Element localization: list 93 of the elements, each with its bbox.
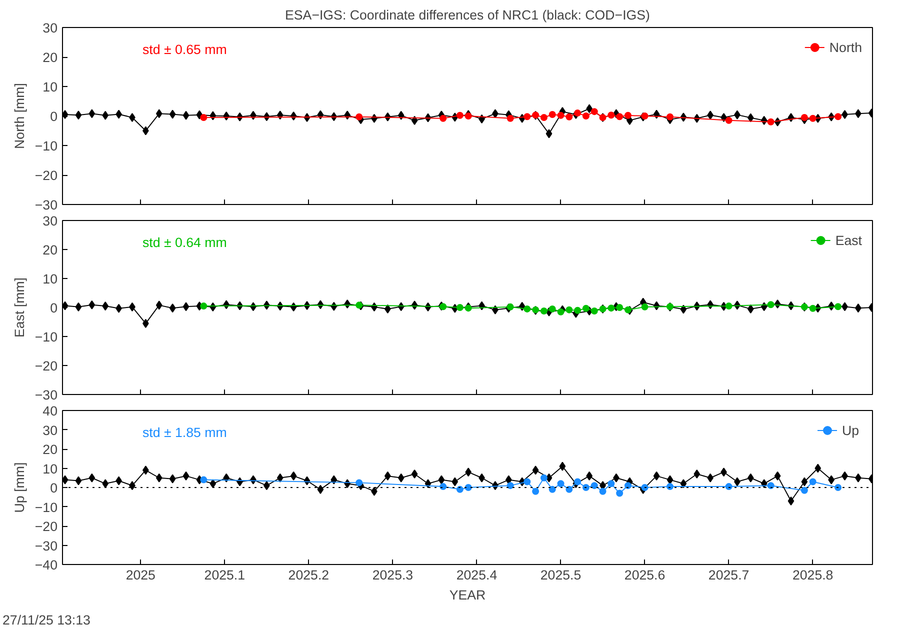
point <box>574 110 582 117</box>
y-tick-label: −10 <box>34 500 58 515</box>
point <box>548 486 556 493</box>
x-tick-label: 2025.5 <box>540 568 582 582</box>
point <box>524 478 531 486</box>
x-tick-label: 2025.4 <box>456 568 498 582</box>
point <box>616 490 624 497</box>
point <box>834 484 842 491</box>
annotation: std ± 0.64 mm <box>142 235 227 250</box>
point <box>834 113 842 120</box>
point <box>582 112 590 120</box>
point <box>356 113 363 120</box>
y-tick-label: 10 <box>42 461 58 476</box>
y-tick-label: −10 <box>34 138 58 154</box>
point <box>456 486 464 493</box>
legend-label: Up <box>842 422 860 438</box>
point <box>809 478 816 486</box>
y-tick-label: −10 <box>34 330 58 344</box>
point <box>574 478 582 486</box>
point <box>616 113 624 120</box>
point <box>599 488 606 495</box>
y-tick-label: −40 <box>34 558 58 572</box>
y-tick-label: −20 <box>34 519 58 534</box>
y-tick-label: 30 <box>42 20 58 36</box>
point <box>725 483 732 490</box>
point <box>590 108 598 116</box>
point <box>624 482 632 490</box>
point <box>440 114 447 122</box>
y-tick-label: 0 <box>50 109 58 124</box>
point <box>624 112 632 119</box>
point <box>666 113 674 120</box>
y-tick-label: 30 <box>42 214 58 228</box>
chart-title: ESA−IGS: Coordinate differences of NRC1 (black: COD−IGS) <box>285 8 650 22</box>
point <box>464 484 472 491</box>
point <box>540 474 548 482</box>
point <box>540 114 548 121</box>
y-tick-label: 10 <box>42 272 58 286</box>
x-tick-label: 2025.7 <box>708 568 750 582</box>
point <box>800 486 808 494</box>
y-tick-label: −30 <box>34 388 58 402</box>
y-tick-label: 40 <box>42 404 58 418</box>
x-tick-label: 2025.6 <box>624 568 666 582</box>
y-axis-title: East [mm] <box>12 278 27 338</box>
point <box>641 484 648 491</box>
point <box>800 114 808 121</box>
point <box>548 111 556 118</box>
y-tick-label: −20 <box>34 358 58 374</box>
y-tick-label: −30 <box>34 538 58 554</box>
point <box>725 116 732 124</box>
point <box>440 483 447 490</box>
x-axis-title: YEAR <box>449 588 486 602</box>
point <box>590 482 598 490</box>
point <box>666 483 674 490</box>
point <box>200 114 208 121</box>
point <box>608 112 615 119</box>
legend-label: North <box>829 40 862 54</box>
point <box>532 488 540 495</box>
point <box>557 480 564 488</box>
point <box>809 114 816 122</box>
annotation: std ± 0.65 mm <box>142 42 227 57</box>
x-tick-label: 2025.8 <box>792 568 834 582</box>
y-tick-label: 20 <box>42 442 58 457</box>
y-axis-title: North [mm] <box>12 83 27 149</box>
y-tick-label: −20 <box>34 168 58 183</box>
x-tick-label: 2025 <box>126 568 156 582</box>
point <box>464 112 472 120</box>
text: 27/11/25 13:13 <box>2 612 90 628</box>
y-tick-label: 30 <box>42 422 58 438</box>
x-tick-label: 2025.2 <box>288 568 330 582</box>
point <box>566 486 573 493</box>
y-tick-label: 0 <box>50 300 58 316</box>
point <box>506 114 514 122</box>
y-tick-label: 0 <box>50 480 58 496</box>
y-tick-label: 10 <box>42 80 58 94</box>
point <box>608 480 615 488</box>
point <box>557 112 564 119</box>
point <box>506 482 514 490</box>
point <box>356 479 363 486</box>
x-tick-label: 2025.3 <box>372 568 414 582</box>
point <box>524 113 531 120</box>
point <box>582 484 590 491</box>
legend-label: East <box>835 232 862 248</box>
y-axis-title: Up [mm] <box>12 462 27 513</box>
point <box>200 476 208 484</box>
y-tick-label: 20 <box>42 50 58 65</box>
y-tick-label: 20 <box>42 242 58 258</box>
point <box>767 118 774 126</box>
x-tick-label: 2025.1 <box>204 568 246 582</box>
point <box>456 112 464 119</box>
y-tick-label: −30 <box>34 198 58 212</box>
point <box>566 113 573 120</box>
annotation: std ± 1.85 mm <box>142 425 227 440</box>
point <box>767 482 774 490</box>
